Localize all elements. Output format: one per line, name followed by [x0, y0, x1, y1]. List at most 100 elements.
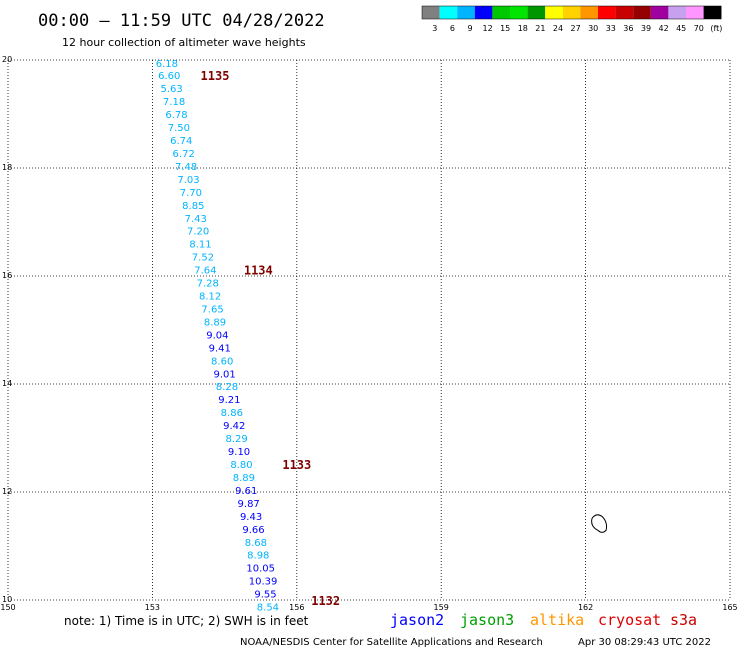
satellite-label-jason3: jason3: [460, 611, 514, 629]
colorbar-label: 70: [694, 24, 704, 33]
wave-height-label: 8.86: [221, 408, 243, 419]
wave-height-label: 7.43: [185, 214, 207, 225]
colorbar-swatch: [439, 6, 458, 19]
colorbar-swatch: [633, 6, 651, 19]
colorbar-swatch: [598, 6, 616, 19]
wave-height-label: 10.05: [246, 564, 275, 575]
wave-height-label: 9.04: [206, 330, 228, 341]
satellite-label-s3a: s3a: [670, 611, 697, 629]
x-tick-label: 156: [289, 603, 304, 612]
chart-subtitle: 12 hour collection of altimeter wave hei…: [62, 36, 306, 49]
colorbar-swatch: [527, 6, 546, 19]
colorbar-swatch: [650, 6, 669, 19]
wave-height-label: 7.65: [201, 304, 223, 315]
wave-height-label: 6.18: [156, 59, 178, 70]
wave-height-label: 9.41: [209, 343, 231, 354]
colorbar-label: 24: [553, 24, 563, 33]
colorbar-label: 27: [571, 24, 581, 33]
x-tick-label: 165: [722, 603, 737, 612]
colorbar-swatch: [457, 6, 475, 19]
colorbar-label: 45: [676, 24, 686, 33]
wave-height-label: 8.60: [211, 356, 233, 367]
island-outline: [591, 514, 608, 533]
wave-height-label: 7.48: [175, 162, 197, 173]
satellite-label-cryosat: cryosat: [598, 611, 661, 629]
colorbar-label: 21: [535, 24, 545, 33]
colorbar-swatch: [686, 6, 704, 19]
colorbar-label: 33: [606, 24, 616, 33]
wave-height-label: 7.20: [187, 227, 209, 238]
colorbar-label: 9: [467, 24, 472, 33]
orbit-number-label: 1132: [311, 594, 340, 608]
chart-title: 00:00 — 11:59 UTC 04/28/2022: [38, 11, 325, 31]
colorbar-swatch: [615, 6, 634, 19]
wave-height-label: 9.10: [228, 447, 250, 458]
footer-timestamp: Apr 30 08:29:43 UTC 2022: [578, 637, 711, 648]
colorbar-swatch: [422, 6, 440, 19]
colorbar-label: 42: [659, 24, 669, 33]
y-tick-label: 20: [2, 55, 12, 64]
wave-height-label: 9.66: [242, 525, 264, 536]
colorbar-swatch: [510, 6, 528, 19]
colorbar-label: 6: [450, 24, 455, 33]
axis-ticks: 150 153 156 159 162 165 10 12 14 16 18 20: [0, 55, 737, 612]
colorbar-swatch: [703, 6, 722, 19]
wave-height-label: 9.01: [213, 369, 235, 380]
wave-height-label: 9.42: [223, 421, 245, 432]
wave-height-label: 7.52: [192, 253, 214, 264]
wave-height-label: 6.78: [165, 110, 187, 121]
colorbar-label: 12: [483, 24, 493, 33]
colorbar-label: 3: [432, 24, 437, 33]
colorbar-label: 36: [623, 24, 633, 33]
colorbar-label: 39: [641, 24, 651, 33]
wave-height-label: 8.12: [199, 292, 221, 303]
colorbar-legend: 3 6 9 12 15 18 21 24 27 30 33 36 39 42 45 70 (ft): [421, 5, 722, 33]
orbit-number-label: 1135: [201, 69, 230, 83]
y-tick-label: 16: [2, 271, 12, 280]
colorbar-label: 15: [500, 24, 510, 33]
colorbar-swatch: [580, 6, 598, 19]
x-tick-label: 159: [434, 603, 449, 612]
wave-height-label: 8.89: [233, 473, 255, 484]
y-tick-label: 10: [2, 595, 12, 604]
wave-height-label: 10.39: [249, 577, 278, 588]
colorbar-swatch: [492, 6, 510, 19]
colorbar-label: 18: [518, 24, 528, 33]
colorbar-border: [421, 5, 722, 20]
wave-height-label: 7.28: [197, 279, 219, 290]
satellite-label-altika: altika: [530, 611, 584, 629]
wave-height-label: 5.63: [161, 84, 183, 95]
wave-height-label: 9.55: [254, 590, 276, 601]
wave-height-label: 8.54: [257, 603, 279, 614]
wave-height-label: 8.11: [189, 240, 211, 251]
colorbar-label: (ft): [710, 24, 722, 33]
orbit-labels: 1135 1134 1133 1132: [201, 69, 341, 608]
x-tick-label: 153: [145, 603, 160, 612]
satellite-legend: jason2 jason3 altika cryosat s3a: [390, 611, 697, 629]
note-text: note: 1) Time is in UTC; 2) SWH is in fe…: [64, 614, 309, 628]
y-tick-label: 18: [2, 163, 12, 172]
wave-height-label: 8.98: [247, 551, 269, 562]
x-tick-label: 162: [578, 603, 593, 612]
wave-height-label: 7.18: [163, 97, 185, 108]
orbit-number-label: 1133: [282, 458, 311, 472]
wave-height-label: 8.80: [230, 460, 252, 471]
wave-height-label: 8.68: [245, 538, 267, 549]
footer-credit: NOAA/NESDIS Center for Satellite Applica…: [240, 637, 543, 648]
wave-height-label: 8.85: [182, 201, 204, 212]
wave-height-label: 6.74: [170, 136, 192, 147]
wave-height-label: 6.72: [173, 149, 195, 160]
wave-height-label: 8.28: [216, 382, 238, 393]
wave-height-label: 8.89: [204, 317, 226, 328]
grid-lines: [7, 59, 731, 601]
wave-height-label: 7.64: [194, 266, 216, 277]
plot-area: 150 153 156 159 162 165 10 12 14 16 18 20 6.186.60 5…: [0, 55, 737, 614]
wave-height-label: 9.21: [218, 395, 240, 406]
x-tick-label: 150: [0, 603, 15, 612]
wave-height-points: 6.186.60 5.63 7.18 6.78 7.50 6.74 6.72 7.48 7.03…: [156, 59, 279, 614]
wave-height-label: 8.29: [226, 434, 248, 445]
wave-height-label: 6.60: [158, 71, 180, 82]
y-tick-label: 14: [2, 379, 12, 388]
colorbar-swatch: [474, 6, 493, 19]
